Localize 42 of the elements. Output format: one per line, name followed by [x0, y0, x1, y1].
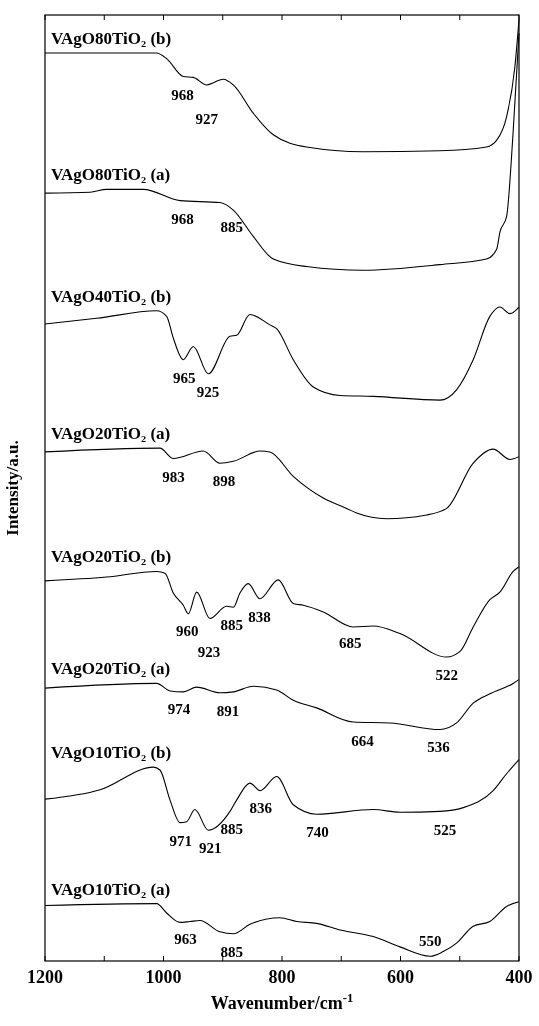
series-label: VAgO20TiO₂ (a)	[51, 424, 171, 444]
x-tick-label: 600	[387, 967, 414, 987]
annotation: 838	[248, 608, 271, 625]
annotation: 664	[351, 733, 375, 750]
x-axis-title: Wavenumber/cm$^{-1}$	[210, 991, 354, 1013]
series-label: VAgO40TiO₂ (b)	[51, 286, 172, 306]
annotation: 685	[338, 635, 362, 652]
series-label: VAgO20TiO₂ (b)	[51, 547, 172, 567]
series-label: VAgO20TiO₂ (a)	[51, 659, 171, 679]
annotation: 740	[306, 824, 329, 841]
annotation: 836	[249, 799, 273, 816]
annotation: 971	[169, 832, 192, 849]
annotation: 536	[427, 738, 451, 755]
annotation: 925	[196, 384, 220, 401]
annotation: 885	[220, 219, 243, 236]
annotation: 885	[220, 820, 243, 837]
annotation: 525	[433, 821, 457, 838]
annotation: 891	[216, 703, 240, 720]
annotation: 965	[172, 369, 196, 386]
annotation: 921	[199, 840, 222, 857]
annotation: 983	[162, 468, 185, 485]
annotation: 898	[212, 472, 236, 489]
series-label: VAgO10TiO₂ (a)	[51, 879, 171, 899]
annotation: 968	[171, 86, 194, 103]
x-tick-label: 1000	[145, 967, 182, 987]
annotation: 963	[174, 930, 197, 947]
annotation: 923	[197, 643, 221, 660]
annotation: 968	[171, 210, 194, 227]
annotation: 550	[418, 932, 442, 949]
annotation: 885	[220, 617, 243, 634]
x-tick-label: 1200	[27, 967, 63, 987]
annotation: 522	[435, 667, 458, 684]
annotation: 974	[167, 701, 191, 718]
series-label: VAgO10TiO₂ (b)	[51, 743, 172, 763]
x-tick-label: 400	[505, 967, 533, 987]
annotation: 960	[175, 623, 199, 640]
x-tick-label: 800	[268, 967, 296, 987]
annotation: 885	[220, 943, 243, 960]
y-axis-title: Intensity/a.u.	[3, 440, 22, 536]
legend-label: VAgO80TiO₂ (b)	[51, 28, 172, 48]
annotation: 927	[195, 111, 219, 128]
series-label: VAgO80TiO₂ (a)	[51, 165, 171, 185]
